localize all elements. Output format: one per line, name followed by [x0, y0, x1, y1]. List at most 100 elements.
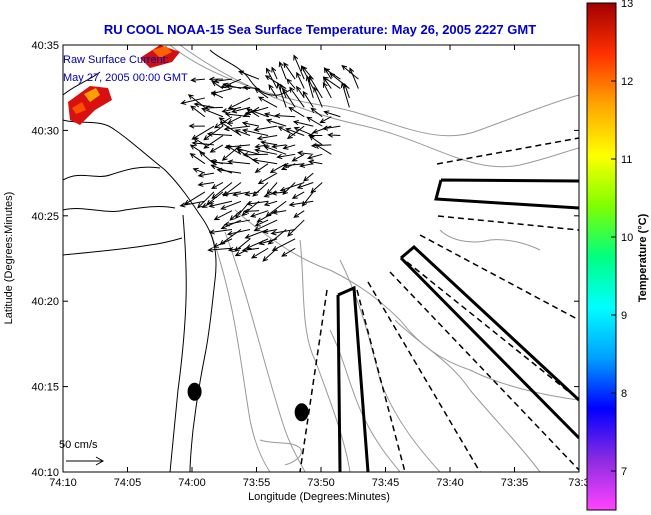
current-vector [314, 144, 332, 155]
current-vector [287, 219, 305, 237]
current-vector [246, 200, 269, 207]
current-vector [245, 238, 269, 249]
current-vector [288, 200, 314, 207]
current-vector [265, 118, 287, 127]
current-vector [269, 163, 287, 174]
current-vector [258, 238, 278, 246]
current-vector [234, 129, 251, 136]
y-tick-label: 40:30 [31, 125, 59, 137]
current-vector [232, 191, 251, 197]
current-vector [313, 86, 323, 108]
current-vector [207, 247, 233, 253]
current-vector [322, 125, 341, 131]
current-vector [243, 208, 260, 214]
plot-content [63, 45, 579, 472]
current-vector [322, 76, 341, 89]
current-vector [254, 148, 278, 155]
current-vector [210, 164, 233, 174]
chart-title: RU COOL NOAA-15 Sea Surface Temperature:… [104, 22, 536, 37]
sampling-lines [299, 137, 579, 472]
mooring-markers [187, 382, 309, 422]
current-vector [293, 126, 314, 136]
current-vector [310, 107, 323, 118]
current-vector [241, 200, 260, 217]
coastline [63, 49, 291, 472]
current-vector [219, 121, 242, 136]
current-vector [270, 190, 287, 196]
current-vector [244, 191, 260, 197]
current-vector [257, 172, 278, 185]
colorbar-label: Temperature (°C) [637, 213, 649, 302]
current-vector [224, 111, 251, 118]
current-vector [201, 107, 224, 118]
current-vector [296, 182, 314, 189]
current-vector [193, 102, 215, 108]
current-vector [249, 210, 269, 218]
current-vector [208, 228, 233, 235]
current-vector [260, 140, 278, 146]
colorbar-tick-label: 11 [621, 154, 632, 166]
current-vector [220, 200, 242, 210]
current-vector [283, 62, 296, 80]
current-vector [271, 209, 287, 215]
current-vector [254, 219, 269, 227]
x-tick-label: 74:05 [114, 477, 142, 489]
current-vector [301, 191, 314, 207]
current-vector [254, 87, 269, 99]
current-vector [288, 106, 305, 118]
current-vector [254, 143, 269, 149]
x-tick-label: 73:3 [568, 477, 589, 489]
x-tick-label: 74:10 [49, 477, 77, 489]
x-tick-label: 73:45 [372, 477, 400, 489]
scale-label: 50 cm/s [59, 439, 98, 451]
current-vector [203, 125, 224, 141]
current-vector [209, 144, 224, 153]
current-vector [302, 90, 314, 108]
current-vector [289, 86, 305, 108]
current-vector [206, 191, 224, 206]
current-vector [227, 159, 251, 165]
current-vector [271, 66, 278, 80]
current-vector [227, 246, 242, 253]
current-vector [292, 120, 314, 127]
current-vector [278, 61, 287, 80]
current-vector [225, 84, 251, 90]
current-vector [213, 210, 233, 221]
current-vector [180, 97, 206, 105]
sst-patches [68, 45, 180, 125]
colorbar [586, 2, 617, 511]
current-vector [319, 116, 332, 124]
current-vector [349, 67, 359, 89]
colorbar-tick-label: 7 [621, 466, 627, 478]
current-vector [250, 247, 269, 259]
current-vector [223, 125, 251, 132]
current-vector [308, 159, 323, 165]
current-vector [341, 64, 359, 80]
current-vector [291, 153, 305, 162]
current-vector [256, 135, 278, 141]
current-vector [253, 125, 278, 132]
sampling-boxes [336, 178, 579, 472]
current-vector [191, 140, 214, 146]
current-vector [227, 97, 251, 110]
current-vector [229, 210, 242, 221]
current-vector [327, 132, 341, 138]
x-tick-label: 73:55 [243, 477, 271, 489]
current-vector [323, 110, 341, 118]
current-vector [254, 163, 269, 173]
current-vector [308, 75, 323, 99]
current-vector [253, 219, 278, 232]
annotation-current-label: Raw Surface Current: [63, 54, 169, 66]
y-tick-label: 40:25 [31, 211, 59, 223]
current-vector [188, 123, 205, 129]
current-vector [270, 228, 296, 236]
current-vector [282, 87, 296, 108]
current-vector [238, 70, 260, 80]
y-axis-label: Latitude (Degrees:Minutes) [3, 192, 15, 325]
y-tick-label: 40:20 [31, 296, 59, 308]
current-vector [218, 117, 233, 127]
current-vector [241, 247, 260, 253]
current-vector [179, 200, 205, 208]
current-vector [303, 172, 314, 182]
current-vectors [179, 54, 359, 262]
